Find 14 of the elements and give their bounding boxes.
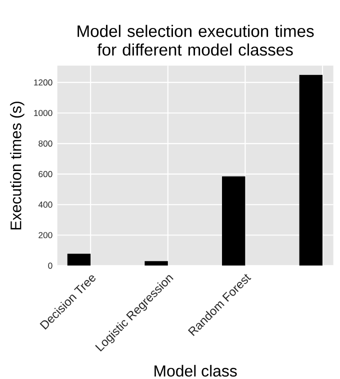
y-tick-label: 1000 (34, 110, 52, 116)
bar (67, 254, 91, 266)
y-tick-label: 0 (48, 262, 52, 269)
y-tick-label: 200 (38, 232, 52, 238)
y-axis-title: Execution times (s) (10, 102, 24, 230)
y-tick-label: 600 (38, 171, 52, 178)
y-tick-label: 400 (38, 202, 52, 208)
y-tick-label: 1200 (34, 79, 52, 86)
bar (144, 261, 168, 266)
bar (299, 74, 323, 266)
bar (222, 176, 246, 266)
x-axis-title: Model class (154, 364, 237, 377)
chart-title: Model selection execution times for different model classes (78, 24, 314, 56)
y-tick-label: 800 (38, 140, 52, 147)
